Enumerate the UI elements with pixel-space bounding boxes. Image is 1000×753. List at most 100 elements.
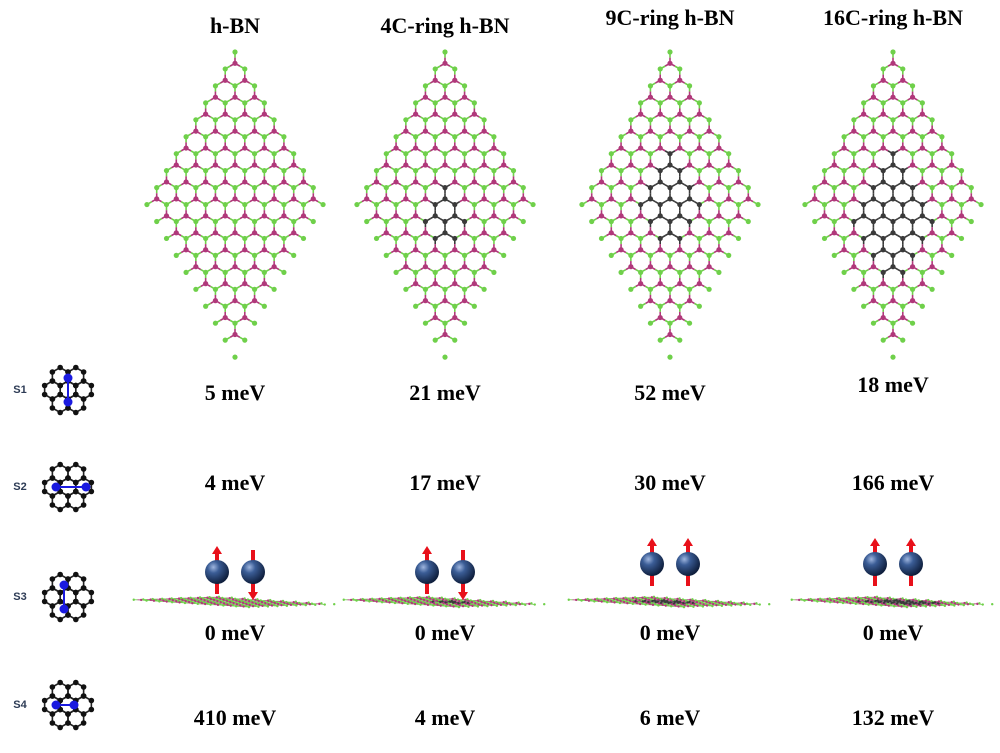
atom — [635, 598, 637, 600]
atom — [281, 247, 286, 252]
atom — [716, 179, 721, 184]
atom — [645, 598, 647, 600]
atom — [618, 213, 623, 218]
atom — [490, 600, 492, 602]
atom — [900, 134, 905, 139]
atom — [910, 253, 915, 258]
energy: 4 meV — [205, 470, 266, 495]
atom — [648, 95, 653, 100]
atom — [232, 604, 234, 606]
atom — [687, 117, 692, 122]
atom — [530, 602, 532, 604]
atom — [480, 601, 482, 603]
atom — [648, 219, 653, 224]
atom — [442, 196, 447, 201]
atom — [442, 219, 447, 224]
atom — [890, 129, 895, 134]
atom — [467, 600, 469, 602]
atom — [638, 270, 643, 275]
atom — [423, 151, 428, 156]
atom — [378, 598, 380, 600]
atom — [452, 78, 457, 83]
atom — [716, 270, 721, 275]
atom — [677, 213, 682, 218]
atom — [262, 100, 267, 105]
atom — [442, 49, 447, 54]
atom — [841, 247, 846, 252]
atom — [930, 253, 935, 258]
atom — [746, 219, 751, 224]
atom — [174, 151, 179, 156]
atom — [242, 168, 247, 173]
energy: 5 meV — [205, 380, 266, 405]
atom — [910, 185, 915, 190]
atom — [671, 603, 673, 605]
atom — [638, 304, 643, 309]
atom — [712, 603, 714, 605]
atom — [641, 596, 643, 598]
atom — [939, 270, 944, 275]
atom — [642, 600, 644, 602]
atom — [658, 338, 663, 343]
atom — [482, 253, 487, 258]
atom — [286, 605, 288, 607]
atom — [910, 287, 915, 292]
atom — [282, 603, 284, 605]
atom — [153, 600, 155, 602]
atom — [458, 606, 460, 608]
atom — [305, 604, 307, 606]
atom — [433, 78, 438, 83]
atom — [920, 112, 925, 117]
atom — [242, 236, 247, 241]
atom — [697, 270, 702, 275]
atom — [580, 599, 582, 601]
atom — [178, 597, 180, 599]
atom — [654, 603, 656, 605]
atom — [664, 597, 666, 599]
atom — [740, 602, 742, 604]
side-view — [133, 546, 336, 608]
atom — [433, 281, 438, 286]
atom — [959, 213, 964, 218]
adatom — [451, 560, 475, 584]
atom — [272, 230, 277, 235]
atom — [203, 145, 208, 150]
atom — [930, 264, 935, 269]
atom — [272, 117, 277, 122]
atom — [368, 600, 370, 602]
atom — [213, 95, 218, 100]
atom — [697, 112, 702, 117]
atom — [768, 603, 770, 605]
atom — [910, 129, 915, 134]
atom — [721, 603, 723, 605]
atom — [452, 145, 457, 150]
atom — [881, 134, 886, 139]
atom — [900, 202, 905, 207]
atom — [900, 247, 905, 252]
atom — [841, 270, 846, 275]
atom — [242, 112, 247, 117]
atom — [680, 599, 682, 601]
atom — [812, 219, 817, 224]
atom — [133, 599, 135, 601]
atom — [232, 321, 237, 326]
atom — [262, 168, 267, 173]
atom — [749, 604, 751, 606]
atom — [832, 219, 837, 224]
atom — [455, 603, 457, 605]
atom — [193, 264, 198, 269]
atom — [900, 112, 905, 117]
atom — [687, 162, 692, 167]
atom — [433, 202, 438, 207]
atom — [426, 596, 428, 598]
atom — [235, 605, 237, 607]
atom — [687, 151, 692, 156]
atom — [568, 599, 570, 601]
atom — [433, 304, 438, 309]
atom — [736, 236, 741, 241]
atom — [871, 298, 876, 303]
atom — [252, 162, 257, 167]
atom — [648, 298, 653, 303]
atom — [242, 66, 247, 71]
atom — [193, 287, 198, 292]
